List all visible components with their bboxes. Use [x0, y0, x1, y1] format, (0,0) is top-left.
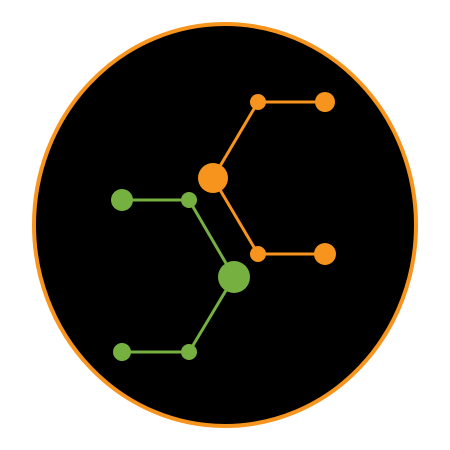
green-node-upper-end — [111, 189, 133, 211]
green-node-hub — [218, 261, 250, 293]
orange-node-hub — [198, 163, 228, 193]
orange-node-upper-branch — [250, 94, 266, 110]
green-node-upper-branch — [181, 192, 197, 208]
green-node-lower-end — [113, 343, 131, 361]
logo-disk — [32, 22, 418, 428]
green-node-lower-branch — [181, 344, 197, 360]
orange-node-lower-end — [314, 243, 336, 265]
orange-node-lower-branch — [250, 246, 266, 262]
orange-node-upper-end — [315, 92, 335, 112]
